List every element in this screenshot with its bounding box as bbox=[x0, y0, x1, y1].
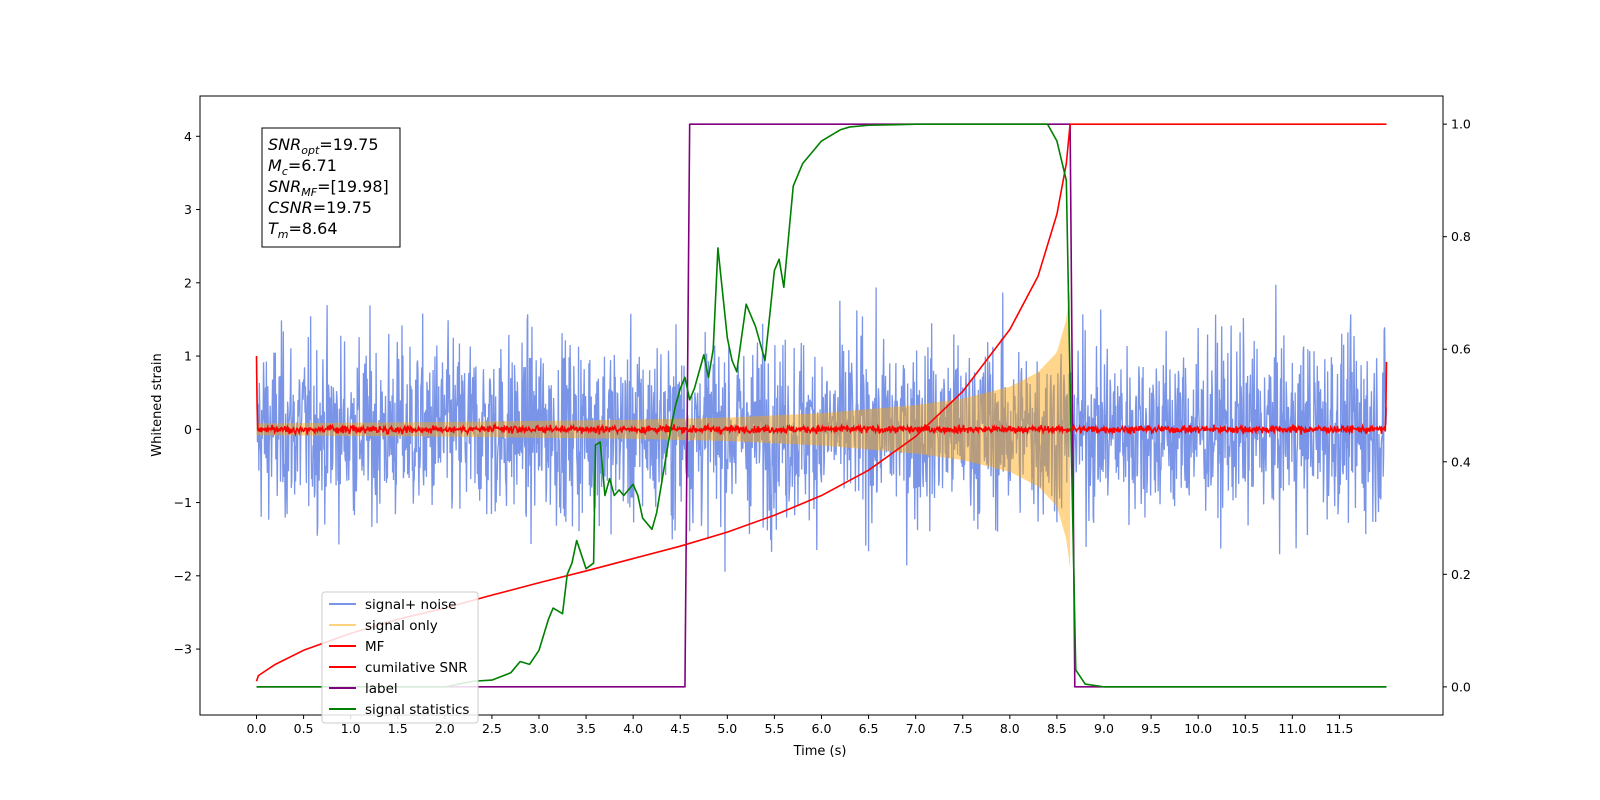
stats-symbol: CSNR bbox=[268, 198, 313, 217]
x-tick-label: 2.0 bbox=[435, 721, 455, 736]
legend: signal+ noise signal only MF cumilative SNR… bbox=[321, 591, 479, 724]
legend-label: MF bbox=[365, 639, 384, 655]
legend-label: signal statistics bbox=[365, 702, 469, 718]
x-tick-label: 10.5 bbox=[1231, 721, 1259, 736]
series-signal-noise bbox=[255, 284, 1388, 572]
series-signal-only bbox=[256, 290, 1071, 569]
x-tick-label: 11.0 bbox=[1278, 721, 1306, 736]
y-axis-right: 0.0 0.2 0.4 0.6 0.8 1.0 bbox=[1443, 117, 1471, 694]
stats-value: =19.75 bbox=[313, 198, 372, 217]
y-tick-label: 3 bbox=[184, 202, 192, 217]
stats-value: =8.64 bbox=[289, 219, 338, 238]
stats-line: Tm=8.64 bbox=[268, 219, 338, 241]
legend-frame bbox=[321, 591, 479, 724]
y-axis-left: −3 −2 −1 0 1 2 3 4 bbox=[174, 129, 200, 657]
x-tick-label: 1.0 bbox=[341, 721, 361, 736]
x-tick-label: 7.5 bbox=[953, 721, 973, 736]
x-tick-label: 8.0 bbox=[1000, 721, 1020, 736]
x-tick-label: 4.0 bbox=[623, 721, 643, 736]
x-tick-label: 1.5 bbox=[388, 721, 408, 736]
stats-symbol: M bbox=[268, 156, 282, 175]
x-tick-label: 0.5 bbox=[294, 721, 314, 736]
stats-subscript: c bbox=[282, 165, 288, 178]
x-tick-label: 3.0 bbox=[529, 721, 549, 736]
x-tick-label: 11.5 bbox=[1325, 721, 1353, 736]
y-tick-label: 1 bbox=[184, 349, 192, 364]
y2-tick-label: 1.0 bbox=[1451, 117, 1471, 132]
y-axis-label: Whitened strain bbox=[150, 353, 165, 456]
legend-label: cumilative SNR bbox=[365, 660, 468, 676]
x-tick-label: 7.0 bbox=[906, 721, 926, 736]
y-tick-label: 2 bbox=[184, 275, 192, 290]
stats-value: =19.75 bbox=[319, 135, 378, 154]
stats-symbol: SNR bbox=[268, 177, 301, 196]
stats-box: SNRopt=19.75Mc=6.71SNRMF=[19.98]CSNR=19.… bbox=[261, 127, 401, 248]
x-tick-label: 9.5 bbox=[1141, 721, 1161, 736]
stats-value: =6.71 bbox=[288, 156, 337, 175]
x-tick-label: 5.5 bbox=[764, 721, 784, 736]
series-mf bbox=[255, 356, 1388, 438]
y2-tick-label: 0.0 bbox=[1451, 679, 1471, 694]
stats-box-frame bbox=[261, 127, 401, 248]
y-tick-label: −1 bbox=[174, 495, 192, 510]
x-tick-label: 6.5 bbox=[859, 721, 879, 736]
legend-label: signal only bbox=[365, 618, 438, 634]
x-tick-label: 6.0 bbox=[812, 721, 832, 736]
y-tick-label: −3 bbox=[174, 642, 192, 657]
y-tick-label: 0 bbox=[184, 422, 192, 437]
x-tick-label: 4.5 bbox=[670, 721, 690, 736]
stats-line: CSNR=19.75 bbox=[268, 198, 372, 217]
legend-label: signal+ noise bbox=[365, 597, 456, 613]
stats-line: SNRMF=[19.98] bbox=[268, 177, 389, 199]
y2-tick-label: 0.8 bbox=[1451, 229, 1471, 244]
x-axis-label: Time (s) bbox=[793, 744, 847, 759]
x-tick-label: 5.0 bbox=[717, 721, 737, 736]
x-tick-label: 2.5 bbox=[482, 721, 502, 736]
x-tick-label: 9.0 bbox=[1094, 721, 1114, 736]
series-signal-statistics bbox=[256, 123, 1387, 688]
y2-tick-label: 0.4 bbox=[1451, 454, 1471, 469]
stats-value: =[19.98] bbox=[317, 177, 389, 196]
x-tick-label: 8.5 bbox=[1047, 721, 1067, 736]
legend-label: label bbox=[365, 681, 398, 697]
x-tick-label: 10.0 bbox=[1184, 721, 1212, 736]
y2-tick-label: 0.6 bbox=[1451, 342, 1471, 357]
stats-symbol: T bbox=[268, 219, 279, 238]
stats-subscript: opt bbox=[301, 144, 320, 157]
stats-subscript: m bbox=[278, 228, 289, 241]
stats-symbol: SNR bbox=[268, 135, 301, 154]
stats-line: Mc=6.71 bbox=[268, 156, 337, 178]
y-tick-label: −2 bbox=[174, 568, 192, 583]
stats-subscript: MF bbox=[301, 186, 317, 199]
x-axis: 0.0 0.5 1.0 1.5 2.0 2.5 3.0 3.5 4.0 4.5 5.0 5.5 6.0 6… bbox=[247, 715, 1353, 736]
x-tick-label: 0.0 bbox=[247, 721, 267, 736]
x-tick-label: 3.5 bbox=[576, 721, 596, 736]
y-tick-label: 4 bbox=[184, 129, 192, 144]
stats-line: SNRopt=19.75 bbox=[268, 135, 379, 157]
y2-tick-label: 0.2 bbox=[1451, 567, 1471, 582]
